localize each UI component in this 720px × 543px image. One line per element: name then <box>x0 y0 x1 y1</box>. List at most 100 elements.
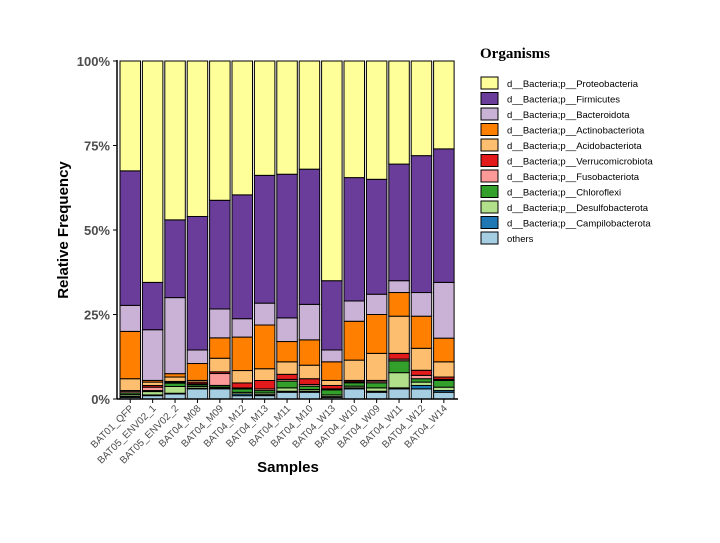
bar-segment <box>276 373 298 380</box>
bar-segment <box>410 374 433 380</box>
bar-segment <box>343 177 365 302</box>
bar-segment <box>321 280 343 351</box>
bar-segment <box>141 391 164 396</box>
bar-segment <box>209 60 231 201</box>
bar-segment <box>164 297 186 375</box>
bar-segment <box>186 215 209 351</box>
bar-segment <box>186 388 209 400</box>
bar-segment <box>433 361 455 378</box>
legend-swatch <box>480 123 499 136</box>
bar-segment <box>388 372 410 389</box>
bar-stack <box>209 60 231 400</box>
bar-segment <box>298 364 321 380</box>
bar-segment <box>164 219 186 299</box>
bar-segment <box>298 339 321 366</box>
bar-segment <box>253 380 276 390</box>
bar-segment <box>276 361 298 375</box>
bar-segment <box>119 330 141 380</box>
bar-segment <box>321 60 343 282</box>
bar-segment <box>276 391 298 400</box>
bar-stack <box>433 60 455 400</box>
bar-segment <box>231 60 253 196</box>
bar-segment <box>343 320 365 361</box>
bar-segment <box>343 60 365 179</box>
bar-segment <box>119 60 141 172</box>
bar-segment <box>253 302 276 326</box>
bar-stack <box>321 60 343 400</box>
bar-segment <box>253 368 276 382</box>
bar-segment <box>141 386 164 392</box>
y-tick-label: 75% <box>84 139 110 154</box>
bar-segment <box>343 382 365 387</box>
bar-segment <box>164 393 186 400</box>
bar-segment <box>433 386 455 392</box>
legend: Organisms d__Bacteria;p__Proteobacteriad… <box>480 46 653 245</box>
bar-segment <box>119 378 141 392</box>
bar-segment <box>433 391 455 400</box>
bar-segment <box>209 388 231 400</box>
bar-segment <box>164 382 186 387</box>
legend-swatch <box>480 92 499 105</box>
bar-segment <box>276 60 298 175</box>
bar-segment <box>276 380 298 389</box>
bar-segment <box>231 370 253 384</box>
bar-segment <box>276 341 298 363</box>
bar-stack <box>343 60 365 400</box>
bar-segment <box>388 60 410 165</box>
bar-segment <box>365 60 388 180</box>
bar-segment <box>141 281 164 331</box>
bar-segment <box>141 329 164 381</box>
bar-segment <box>433 148 455 283</box>
bar-stack <box>410 60 433 400</box>
bar-segment <box>321 361 343 381</box>
bar-stack <box>365 60 388 400</box>
legend-swatch <box>480 154 499 167</box>
bar-segment <box>209 308 231 339</box>
bar-segment <box>209 337 231 359</box>
y-ticks: 0% 25% 50% 75% 100% <box>77 54 117 407</box>
bar-segment <box>141 381 164 386</box>
bars-layer <box>119 60 455 400</box>
legend-label: d__Bacteria;p__Acidobacteriota <box>507 141 642 152</box>
bar-segment <box>253 324 276 370</box>
bar-segment <box>365 178 388 295</box>
bar-stack <box>388 60 410 400</box>
bar-segment <box>164 60 186 221</box>
y-tick-label: 0% <box>91 392 110 407</box>
bar-segment <box>298 60 321 170</box>
bar-segment <box>410 381 433 386</box>
bar-segment <box>410 384 433 390</box>
bar-segment <box>276 173 298 319</box>
bar-segment <box>343 300 365 322</box>
bar-stack <box>276 60 298 400</box>
x-ticks: BAT01_QFPBAT05_ENV02_1BAT05_ENV02_2BAT04… <box>89 399 450 466</box>
legend-label: d__Bacteria;p__Bacteroidota <box>507 110 630 121</box>
bar-stack <box>186 60 209 400</box>
y-tick-label: 50% <box>84 223 110 238</box>
legend-label: d__Bacteria;p__Firmicutes <box>507 95 620 106</box>
bar-segment <box>433 60 455 150</box>
bar-stack <box>164 60 186 400</box>
bar-segment <box>388 388 410 400</box>
bar-segment <box>119 170 141 306</box>
legend-swatch <box>480 76 499 90</box>
legend-label: d__Bacteria;p__Fusobacteriota <box>507 172 640 183</box>
bar-segment <box>298 378 321 385</box>
bar-segment <box>253 60 276 176</box>
bar-segment <box>410 388 433 400</box>
bar-stack <box>298 60 321 400</box>
legend-swatch <box>480 231 499 245</box>
legend-swatch <box>480 216 499 229</box>
bar-segment <box>164 385 186 394</box>
bar-segment <box>410 292 433 317</box>
legend-label: d__Bacteria;p__Actinobacteriota <box>507 126 645 137</box>
bar-segment <box>231 318 253 338</box>
bar-segment <box>388 163 410 282</box>
bar-segment <box>365 314 388 354</box>
legend-swatch <box>480 138 499 152</box>
bar-segment <box>209 373 231 386</box>
legend-swatch <box>480 185 499 198</box>
bar-segment <box>231 388 253 393</box>
bar-segment <box>186 349 209 365</box>
bar-segment <box>276 317 298 343</box>
